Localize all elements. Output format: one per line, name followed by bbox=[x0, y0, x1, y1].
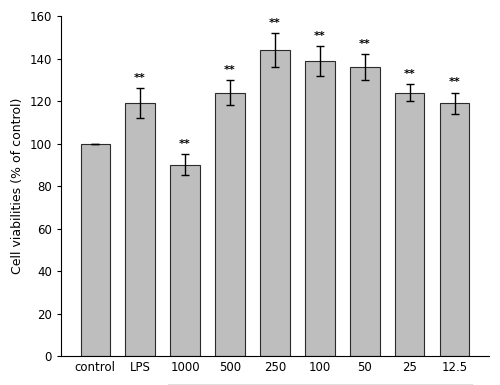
Y-axis label: Cell viabilities (% of control): Cell viabilities (% of control) bbox=[11, 98, 24, 274]
Text: **: ** bbox=[224, 65, 236, 75]
Text: **: ** bbox=[314, 30, 326, 40]
Bar bbox=[396, 92, 424, 356]
Text: **: ** bbox=[404, 69, 415, 79]
Text: **: ** bbox=[179, 139, 191, 149]
Bar bbox=[440, 103, 470, 356]
Text: **: ** bbox=[449, 77, 460, 87]
Text: **: ** bbox=[134, 73, 146, 83]
Bar bbox=[216, 92, 244, 356]
Bar bbox=[260, 50, 290, 356]
Bar bbox=[126, 103, 154, 356]
Bar bbox=[170, 165, 200, 356]
Bar bbox=[350, 67, 380, 356]
Bar bbox=[306, 61, 334, 356]
Text: **: ** bbox=[359, 39, 371, 49]
Bar bbox=[80, 144, 110, 356]
Text: **: ** bbox=[269, 18, 281, 28]
